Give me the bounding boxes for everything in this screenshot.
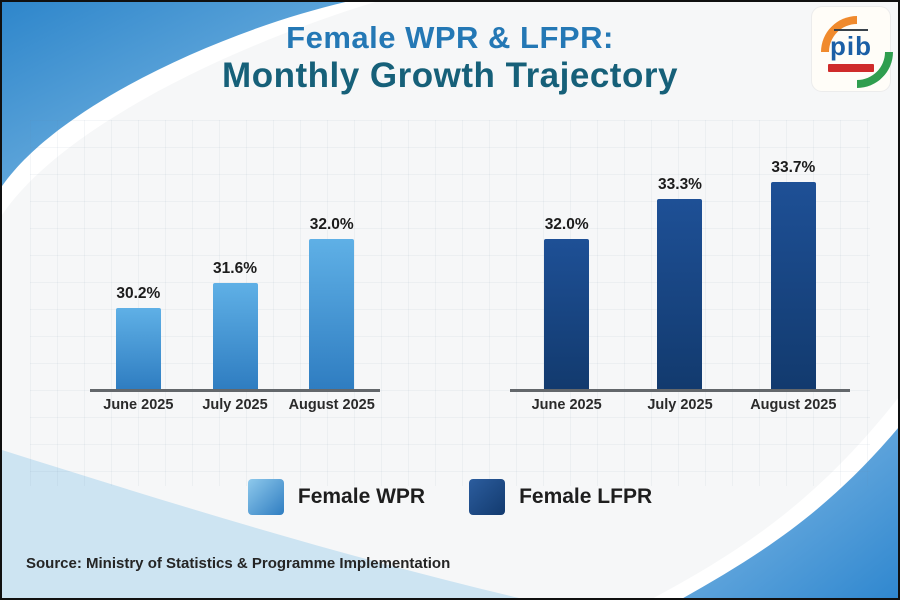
bar-value-label: 33.7% — [771, 159, 816, 176]
female-wpr-chart: 30.2% 31.6% 32.0% June 2025 July 2025 August… — [90, 174, 380, 413]
bar-column: 33.3% — [623, 174, 736, 389]
bar — [657, 199, 703, 389]
bar — [770, 182, 816, 389]
bar-category-label: June 2025 — [103, 397, 174, 413]
categories-row: June 2025 July 2025 August 2025 — [510, 397, 850, 413]
bar-category-label: August 2025 — [750, 397, 837, 413]
bar-column: 31.6% — [187, 174, 284, 389]
categories-row: June 2025 July 2025 August 2025 — [90, 397, 380, 413]
bottom-left-pale-wave — [2, 449, 520, 598]
bars-row: 30.2% 31.6% 32.0% — [90, 174, 380, 392]
bar-value-label: 32.0% — [309, 216, 354, 233]
legend-label-lfpr: Female LFPR — [519, 485, 653, 508]
bar-column: 32.0% — [283, 174, 380, 389]
legend-label-wpr: Female WPR — [297, 485, 426, 508]
legend-item-lfpr: Female LFPR — [469, 479, 652, 515]
wpr-swatch-icon — [247, 479, 284, 515]
pib-logo: pib — [806, 2, 898, 103]
lfpr-swatch-icon — [469, 479, 506, 515]
bar-category-label: July 2025 — [647, 397, 713, 413]
bar-column: 30.2% — [90, 174, 187, 389]
bar-value-label: 31.6% — [213, 260, 257, 277]
bar-value-label: 30.2% — [116, 285, 161, 302]
bar-category-label: June 2025 — [531, 397, 602, 413]
bar — [544, 239, 590, 389]
bar-category-label: August 2025 — [288, 397, 375, 413]
page-title: Female WPR & LFPR: Monthly Growth Trajec… — [2, 20, 898, 96]
bar — [115, 308, 161, 389]
title-line-2: Monthly Growth Trajectory — [222, 55, 678, 95]
pib-logo-red-banner — [828, 64, 874, 72]
bar — [212, 283, 258, 389]
legend: Female WPR Female LFPR — [2, 479, 898, 515]
bar — [309, 239, 355, 389]
pib-logo-text: pib — [830, 31, 872, 61]
bar-column: 32.0% — [510, 174, 623, 389]
bar-value-label: 32.0% — [544, 216, 589, 233]
bar-column: 33.7% — [737, 159, 850, 389]
bars-row: 32.0% 33.3% 33.7% — [510, 159, 850, 392]
bar-value-label: 33.3% — [658, 176, 702, 193]
bar-category-label: July 2025 — [202, 397, 268, 413]
source-note: Source: Ministry of Statistics & Program… — [26, 555, 451, 572]
pib-logo-top-bar — [834, 29, 868, 31]
legend-item-wpr: Female WPR — [247, 479, 426, 515]
female-lfpr-chart: 32.0% 33.3% 33.7% June 2025 July 2025 August… — [510, 159, 850, 413]
title-line-1: Female WPR & LFPR: — [286, 20, 614, 55]
